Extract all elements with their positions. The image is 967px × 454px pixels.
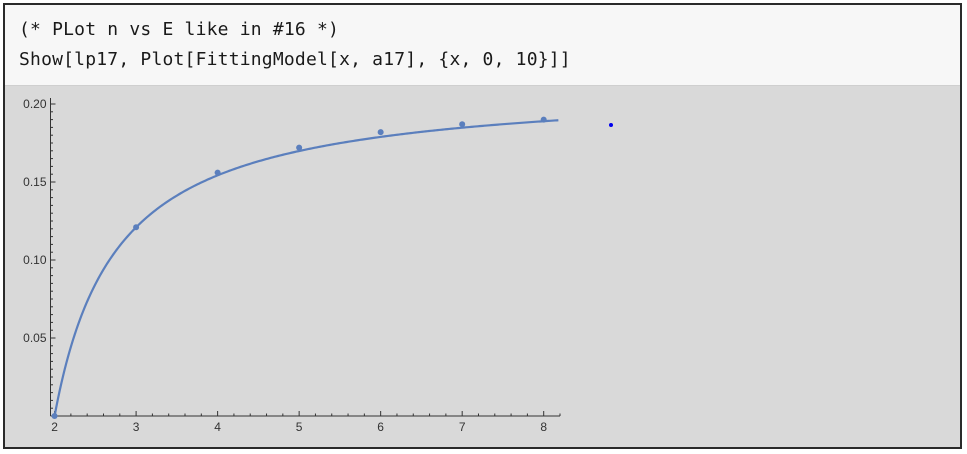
code-comment-line[interactable]: (* PLot n vs E like in #16 *) [19,19,340,40]
y-tick-label: 0.20 [23,97,47,111]
x-tick-label: 7 [459,420,466,434]
input-cell[interactable]: (* PLot n vs E like in #16 *) Show[lp17,… [5,5,960,86]
data-point [377,129,384,136]
plot-graphic[interactable]: 2 3 4 5 6 7 8 0.05 0.10 0.15 0.20 [5,86,960,447]
data-point [51,413,58,419]
data-point [133,224,140,231]
notebook-cell: (* PLot n vs E like in #16 *) Show[lp17,… [3,3,962,449]
data-point [214,169,221,176]
y-tick-label: 0.10 [23,253,47,267]
x-tick-label: 6 [377,420,384,434]
x-tick-label: 3 [133,420,140,434]
x-tick-label: 2 [51,420,58,434]
data-point [296,144,303,151]
y-tick-label: 0.05 [23,331,47,345]
code-show-line[interactable]: Show[lp17, Plot[FittingModel[x, a17], {x… [19,49,571,70]
data-point [540,116,547,123]
y-tick-label: 0.15 [23,175,47,189]
x-tick-label: 8 [540,420,547,434]
x-tick-label: 5 [296,420,303,434]
x-tick-label: 4 [214,420,221,434]
fit-curve [53,119,559,417]
data-point [459,121,466,128]
output-cell: 2 3 4 5 6 7 8 0.05 0.10 0.15 0.20 [5,86,960,447]
cursor-dot [609,123,613,127]
